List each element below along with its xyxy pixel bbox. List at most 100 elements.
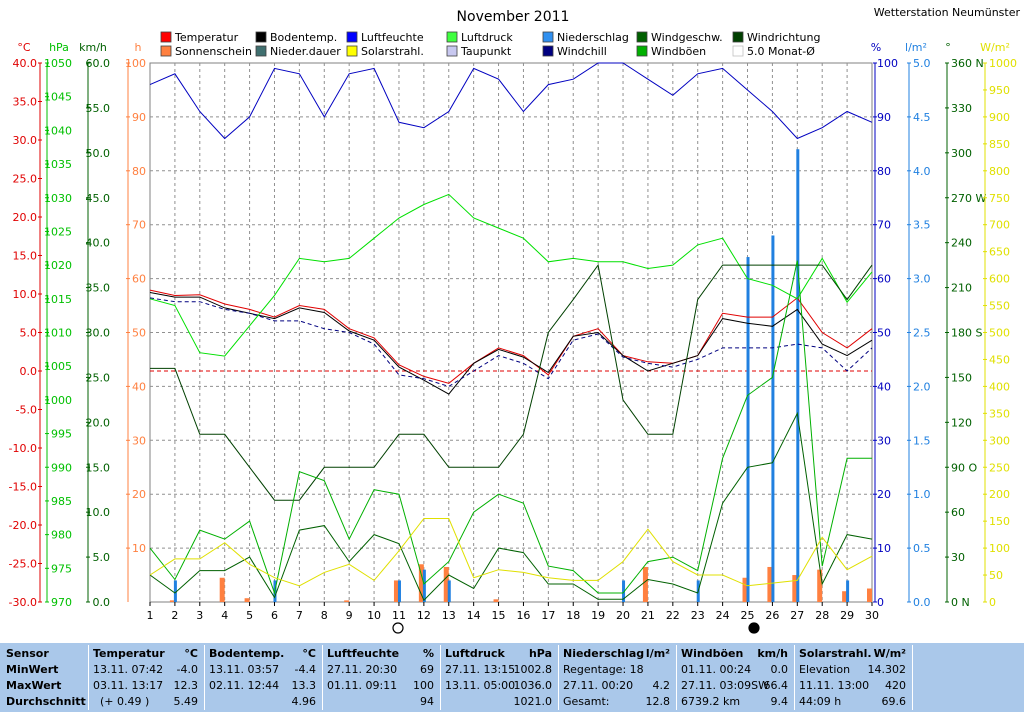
legend-swatch (446, 45, 458, 57)
stats-hum-max: 100 (413, 679, 434, 692)
stats-pres-min: 1002.8 (513, 663, 553, 676)
legend-label: Luftdruck (461, 31, 513, 44)
axis-unit-pres: hPa (49, 41, 69, 54)
series-line-bodentemp (149, 292, 873, 395)
axis-tick-label-temp: -15.0 (9, 481, 37, 494)
axis-tick-label-temp: -10.0 (9, 442, 37, 455)
legend-label: Windböen (651, 45, 706, 58)
new-moon-icon (748, 622, 760, 634)
axis-tick-label-rain: 2.0 (913, 380, 931, 393)
x-tick-label: 16 (516, 609, 530, 622)
bar-niederschlag (173, 580, 177, 602)
axis-tick-label-wind: 20.0 (86, 416, 111, 429)
axis-tick-label-pres: 990 (51, 461, 72, 474)
axis-tick-label-dir: 240 (951, 237, 972, 250)
bar-sonnenschein (244, 598, 250, 602)
series-line-solarstrahl (149, 518, 873, 587)
axis-tick-label-sun: 30 (132, 434, 146, 447)
x-tick-label: 17 (541, 609, 555, 622)
bar-niederschlag (397, 580, 401, 602)
axis-tick-label-pres: 1045 (44, 91, 72, 104)
stats-rain-max: 4.2 (652, 679, 671, 692)
stats-gusts: Windböen km/h 01.11. 00:24 0.0 27.11. 03:0… (678, 643, 794, 712)
stats-temperature: Temperatur °C 13.11. 07:42 -4.0 03.11. 13:… (90, 643, 204, 712)
axis-tick-label-solar: 550 (989, 300, 1010, 313)
stats-soil-avg: 4.96 (291, 695, 317, 708)
bar-sonnenschein (792, 575, 798, 602)
stats-solar-elev: 14.302 (867, 663, 907, 676)
stats-rain-total-label: Gesamt: (563, 695, 610, 708)
axis-tick-label-temp: 25.0 (13, 173, 38, 186)
axis-tick-label-solar: 150 (989, 515, 1010, 528)
axis-tick-label-dir: 30 (951, 551, 965, 564)
stats-solar-max: 420 (885, 679, 906, 692)
legend-swatch (446, 31, 458, 43)
x-tick-label: 24 (716, 609, 730, 622)
stats-rain-total: 12.8 (645, 695, 671, 708)
axis-units: °C hPa km/h h% l/m² ° W/m² (17, 41, 1009, 54)
legend-label: Luftfeuchte (361, 31, 424, 44)
axis-tick-label-temp: 30.0 (13, 134, 38, 147)
legend-swatch (732, 31, 744, 43)
bar-sonnenschein (393, 580, 399, 602)
axis-tick-label-rain: 1.0 (913, 488, 931, 501)
row-label-min: MinWert (6, 663, 59, 676)
x-tick-label: 25 (741, 609, 755, 622)
axis-tick-label-temp: -20.0 (9, 519, 37, 532)
x-tick-label: 2 (171, 609, 178, 622)
stats-solar-max-time: 11.11. 13:00 (799, 679, 870, 692)
x-tick-label: 30 (865, 609, 879, 622)
axis-tick-label-pres: 1035 (44, 158, 72, 171)
bar-sonnenschein (169, 600, 175, 602)
axis-tick-label-temp: 10.0 (13, 288, 38, 301)
legend-swatch (346, 45, 358, 57)
axis-tick-label-sun: 20 (132, 488, 146, 501)
legend-label: Taupunkt (460, 45, 512, 58)
axis-tick-label-hum: 100 (877, 57, 898, 70)
x-tick-label: 4 (221, 609, 228, 622)
stats-temp-max: 12.3 (173, 679, 199, 692)
axis-tick-label-hum: 50 (877, 327, 891, 340)
axis-tick-label-dir: 210 (951, 282, 972, 295)
axis-tick-label-pres: 985 (51, 495, 72, 508)
axis-tick-label-pres: 1050 (44, 57, 72, 70)
axis-tick-label-dir: 60 (951, 506, 965, 519)
bar-niederschlag (447, 580, 451, 602)
axis-tick-label-solar: 1000 (989, 57, 1017, 70)
axis-tick-label-pres: 1005 (44, 360, 72, 373)
x-tick-label: 1 (147, 609, 154, 622)
stats-humidity: Luftfeuchte% 27.11. 20:30 69 01.11. 09:11… (324, 643, 440, 712)
axis-tick-label-sun: 10 (132, 542, 146, 555)
x-tick-label: 9 (346, 609, 353, 622)
full-moon-icon (392, 622, 404, 634)
axis-tick-label-wind: 5.0 (93, 551, 111, 564)
x-tick-label: 27 (790, 609, 804, 622)
axis-tick-label-sun: 80 (132, 165, 146, 178)
x-tick-label: 21 (641, 609, 655, 622)
axis-unit-dir: ° (945, 41, 951, 54)
series-line-windrichtung (150, 263, 873, 501)
legend-swatch (255, 45, 267, 57)
axis-tick-label-solar: 450 (989, 353, 1010, 366)
axis-tick-label-hum: 20 (877, 488, 891, 501)
axis-tick-label-solar: 900 (989, 111, 1010, 124)
axis-tick-label-dir: 360 N (951, 57, 984, 70)
axis-tick-label-temp: 0.0 (20, 365, 38, 378)
series-line-windgeschw (149, 411, 873, 602)
axis-tick-label-dir: 90 O (951, 461, 977, 474)
stats-solar-avg: 69.6 (881, 695, 907, 708)
series-line-windben (149, 260, 872, 595)
axis-tick-label-dir: 120 (951, 416, 972, 429)
bar-sonnenschein (742, 577, 748, 602)
axis-tick-label-solar: 300 (989, 434, 1010, 447)
axis-tick-label-dir: 300 (951, 147, 972, 160)
stats-temp-min-time: 13.11. 07:42 (93, 663, 164, 676)
axis-tick-label-solar: 250 (989, 461, 1010, 474)
x-axis: 1 2 3 4 5 6 7 8 9 10 11 12 13 14 15 16 17 18 19 20 21 22 23 24 2… (147, 602, 879, 622)
axis-tick-label-pres: 980 (51, 529, 72, 542)
axis-tick-label-pres: 1040 (44, 124, 72, 137)
axis-tick-label-rain: 3.5 (913, 219, 931, 232)
axis-tick-label-pres: 970 (51, 596, 72, 609)
axis-tick-label-wind: 25.0 (86, 371, 111, 384)
statistics-panel: Sensor MinWert MaxWert Durchschnitt Temp… (0, 643, 1024, 712)
